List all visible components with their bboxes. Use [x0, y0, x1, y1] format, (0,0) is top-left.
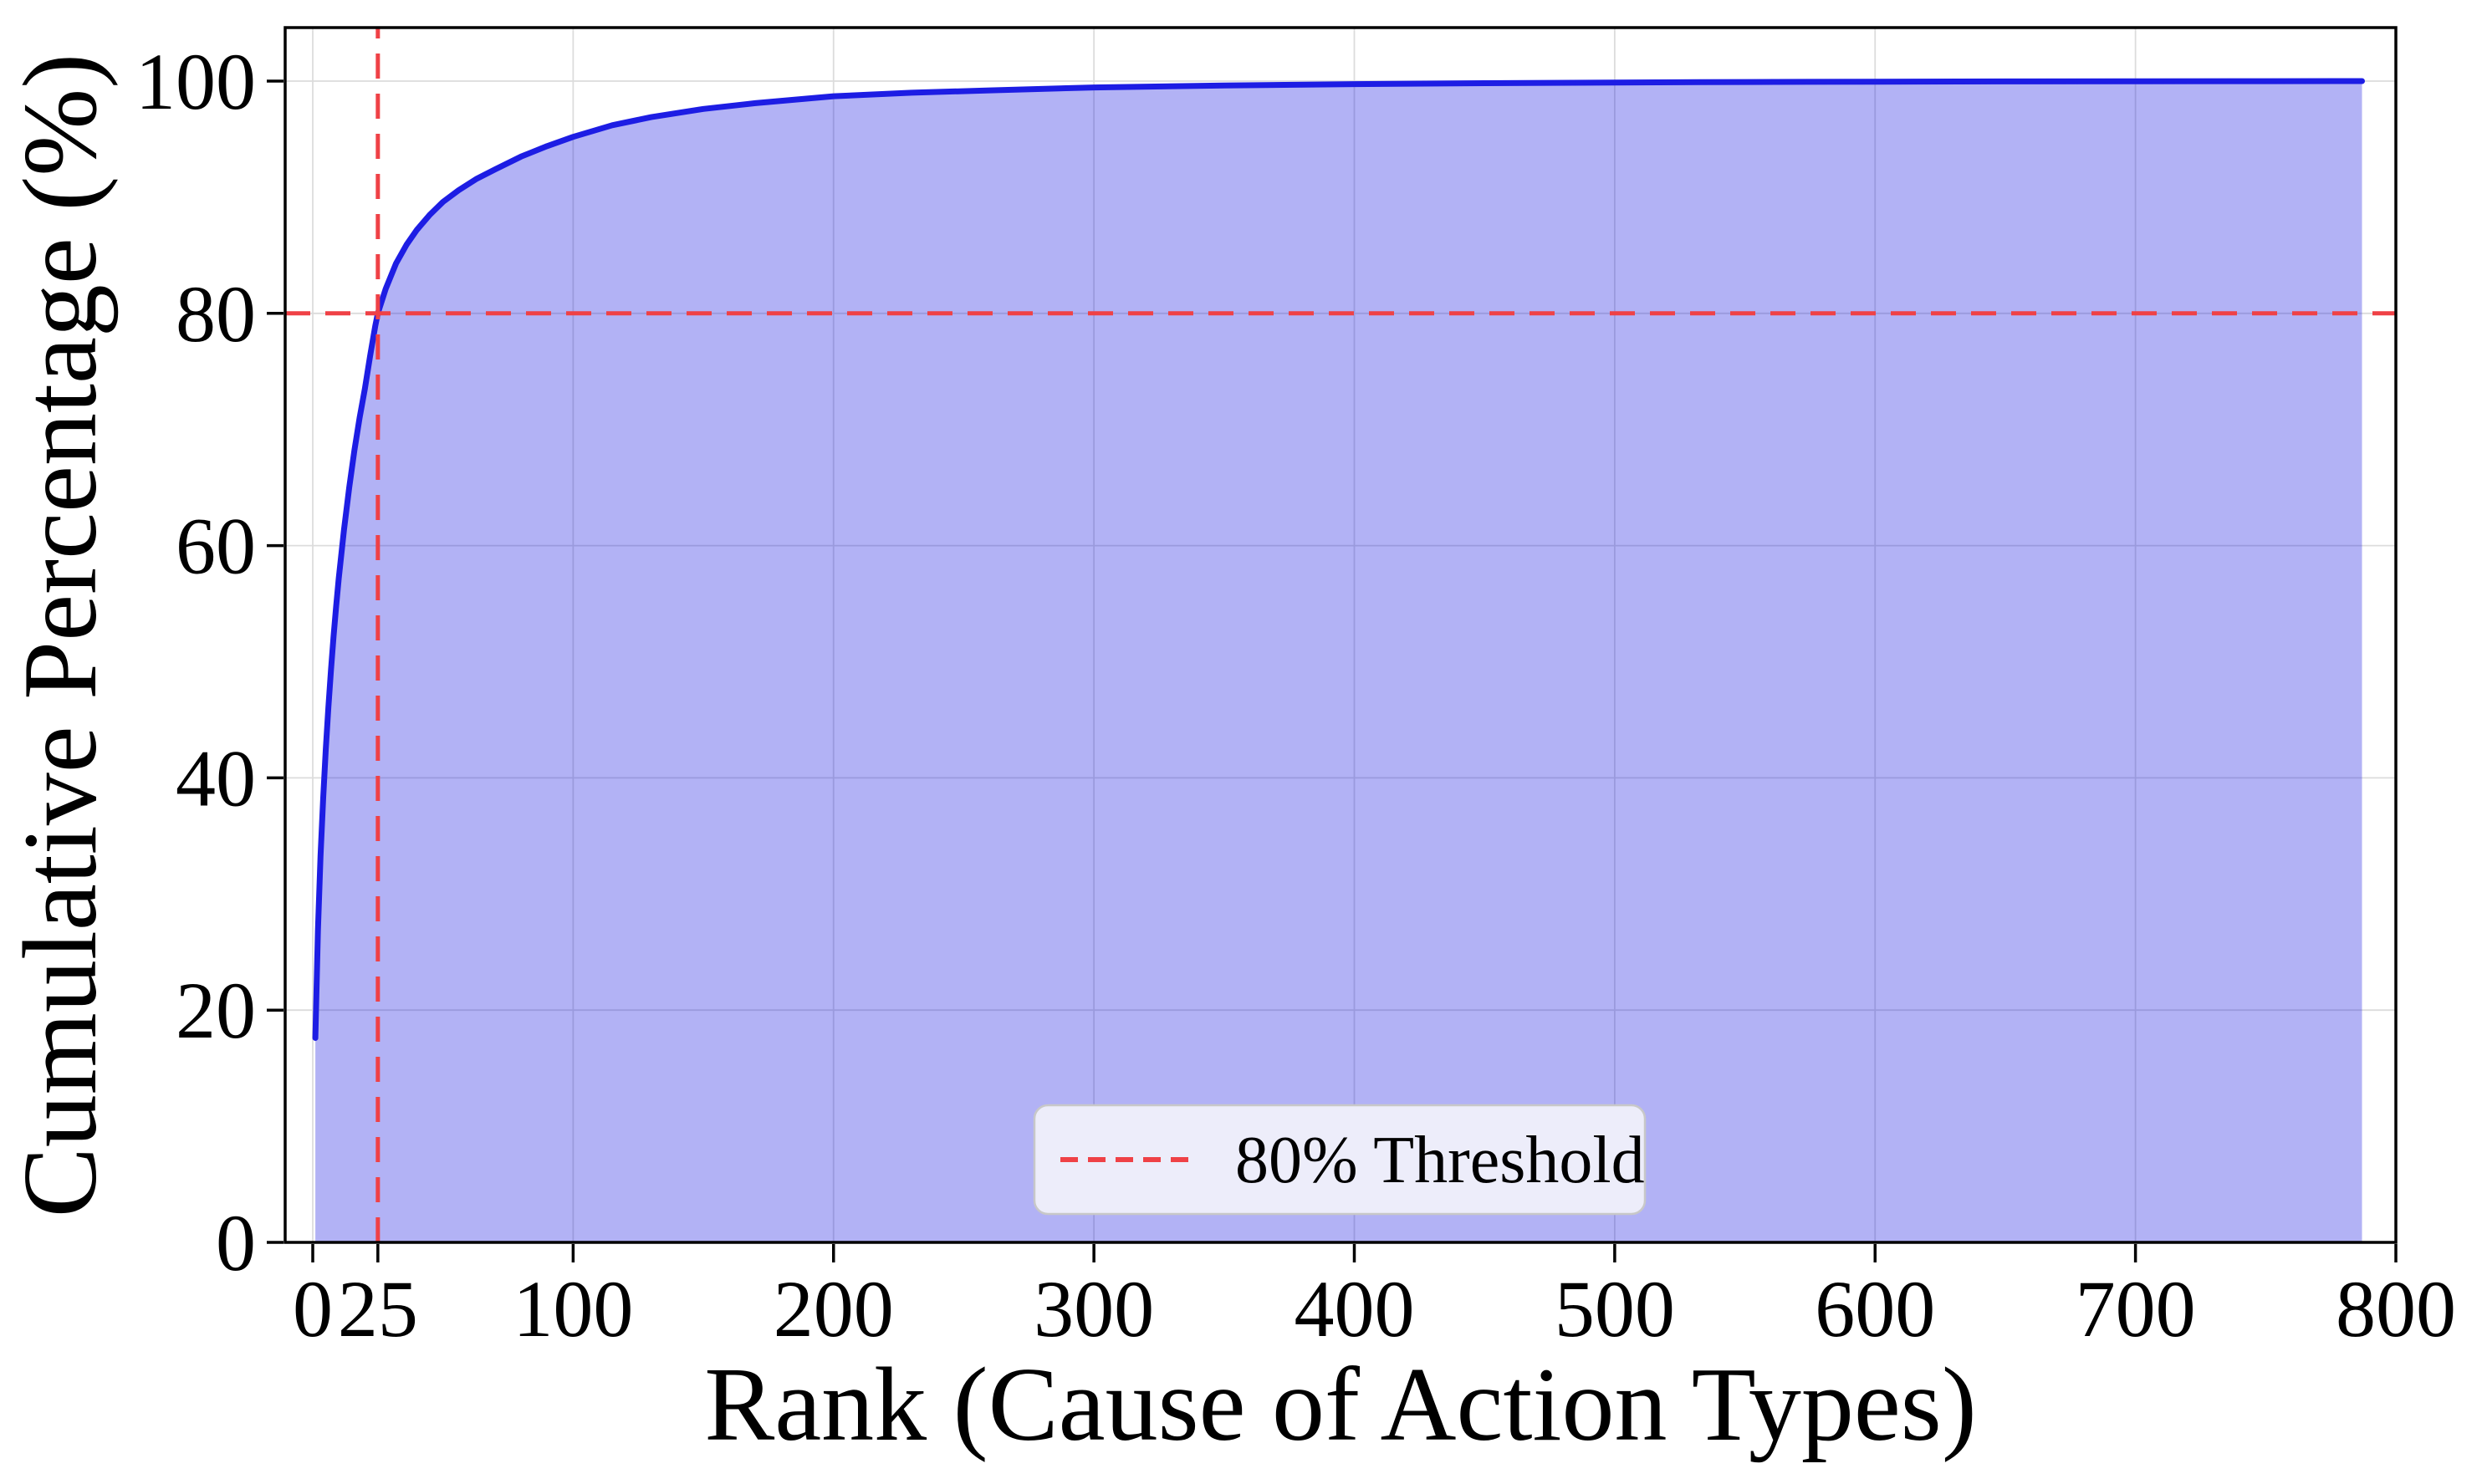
x-tick-label-700: 700 [2076, 1264, 2196, 1354]
x-tick-label-25: 25 [338, 1264, 418, 1354]
legend-label: 80% Threshold [1235, 1124, 1645, 1197]
cumulative-curve [312, 78, 2365, 1041]
y-tick-label-100: 100 [135, 37, 256, 126]
x-tick-label-600: 600 [1815, 1264, 1935, 1354]
x-tick-label-0: 0 [293, 1264, 333, 1354]
x-tick-label-100: 100 [513, 1264, 633, 1354]
plot-frame-layer [283, 26, 2398, 1244]
x-axis-label: Rank (Cause of Action Types) [704, 1347, 1977, 1463]
y-tick-label-0: 0 [216, 1198, 256, 1288]
x-tick-label-800: 800 [2336, 1264, 2456, 1354]
y-tick-label-60: 60 [176, 502, 256, 591]
x-tick-label-200: 200 [774, 1264, 894, 1354]
area-fill-layer [312, 78, 2365, 1242]
plot-border [283, 26, 2398, 1244]
x-tick-label-300: 300 [1034, 1264, 1154, 1354]
y-tick-label-80: 80 [176, 269, 256, 359]
x-tick-label-400: 400 [1295, 1264, 1415, 1354]
y-tick-label-20: 20 [176, 966, 256, 1055]
y-axis-label: Cumulative Percentage (%) [3, 54, 119, 1217]
x-tick-label-500: 500 [1555, 1264, 1675, 1354]
y-tick-label-40: 40 [176, 733, 256, 823]
legend: 80% Threshold [1033, 1104, 1647, 1216]
cumulative-area-fill [315, 81, 2362, 1242]
legend-box [1033, 1104, 1647, 1216]
threshold-lines-layer [285, 28, 2396, 1242]
